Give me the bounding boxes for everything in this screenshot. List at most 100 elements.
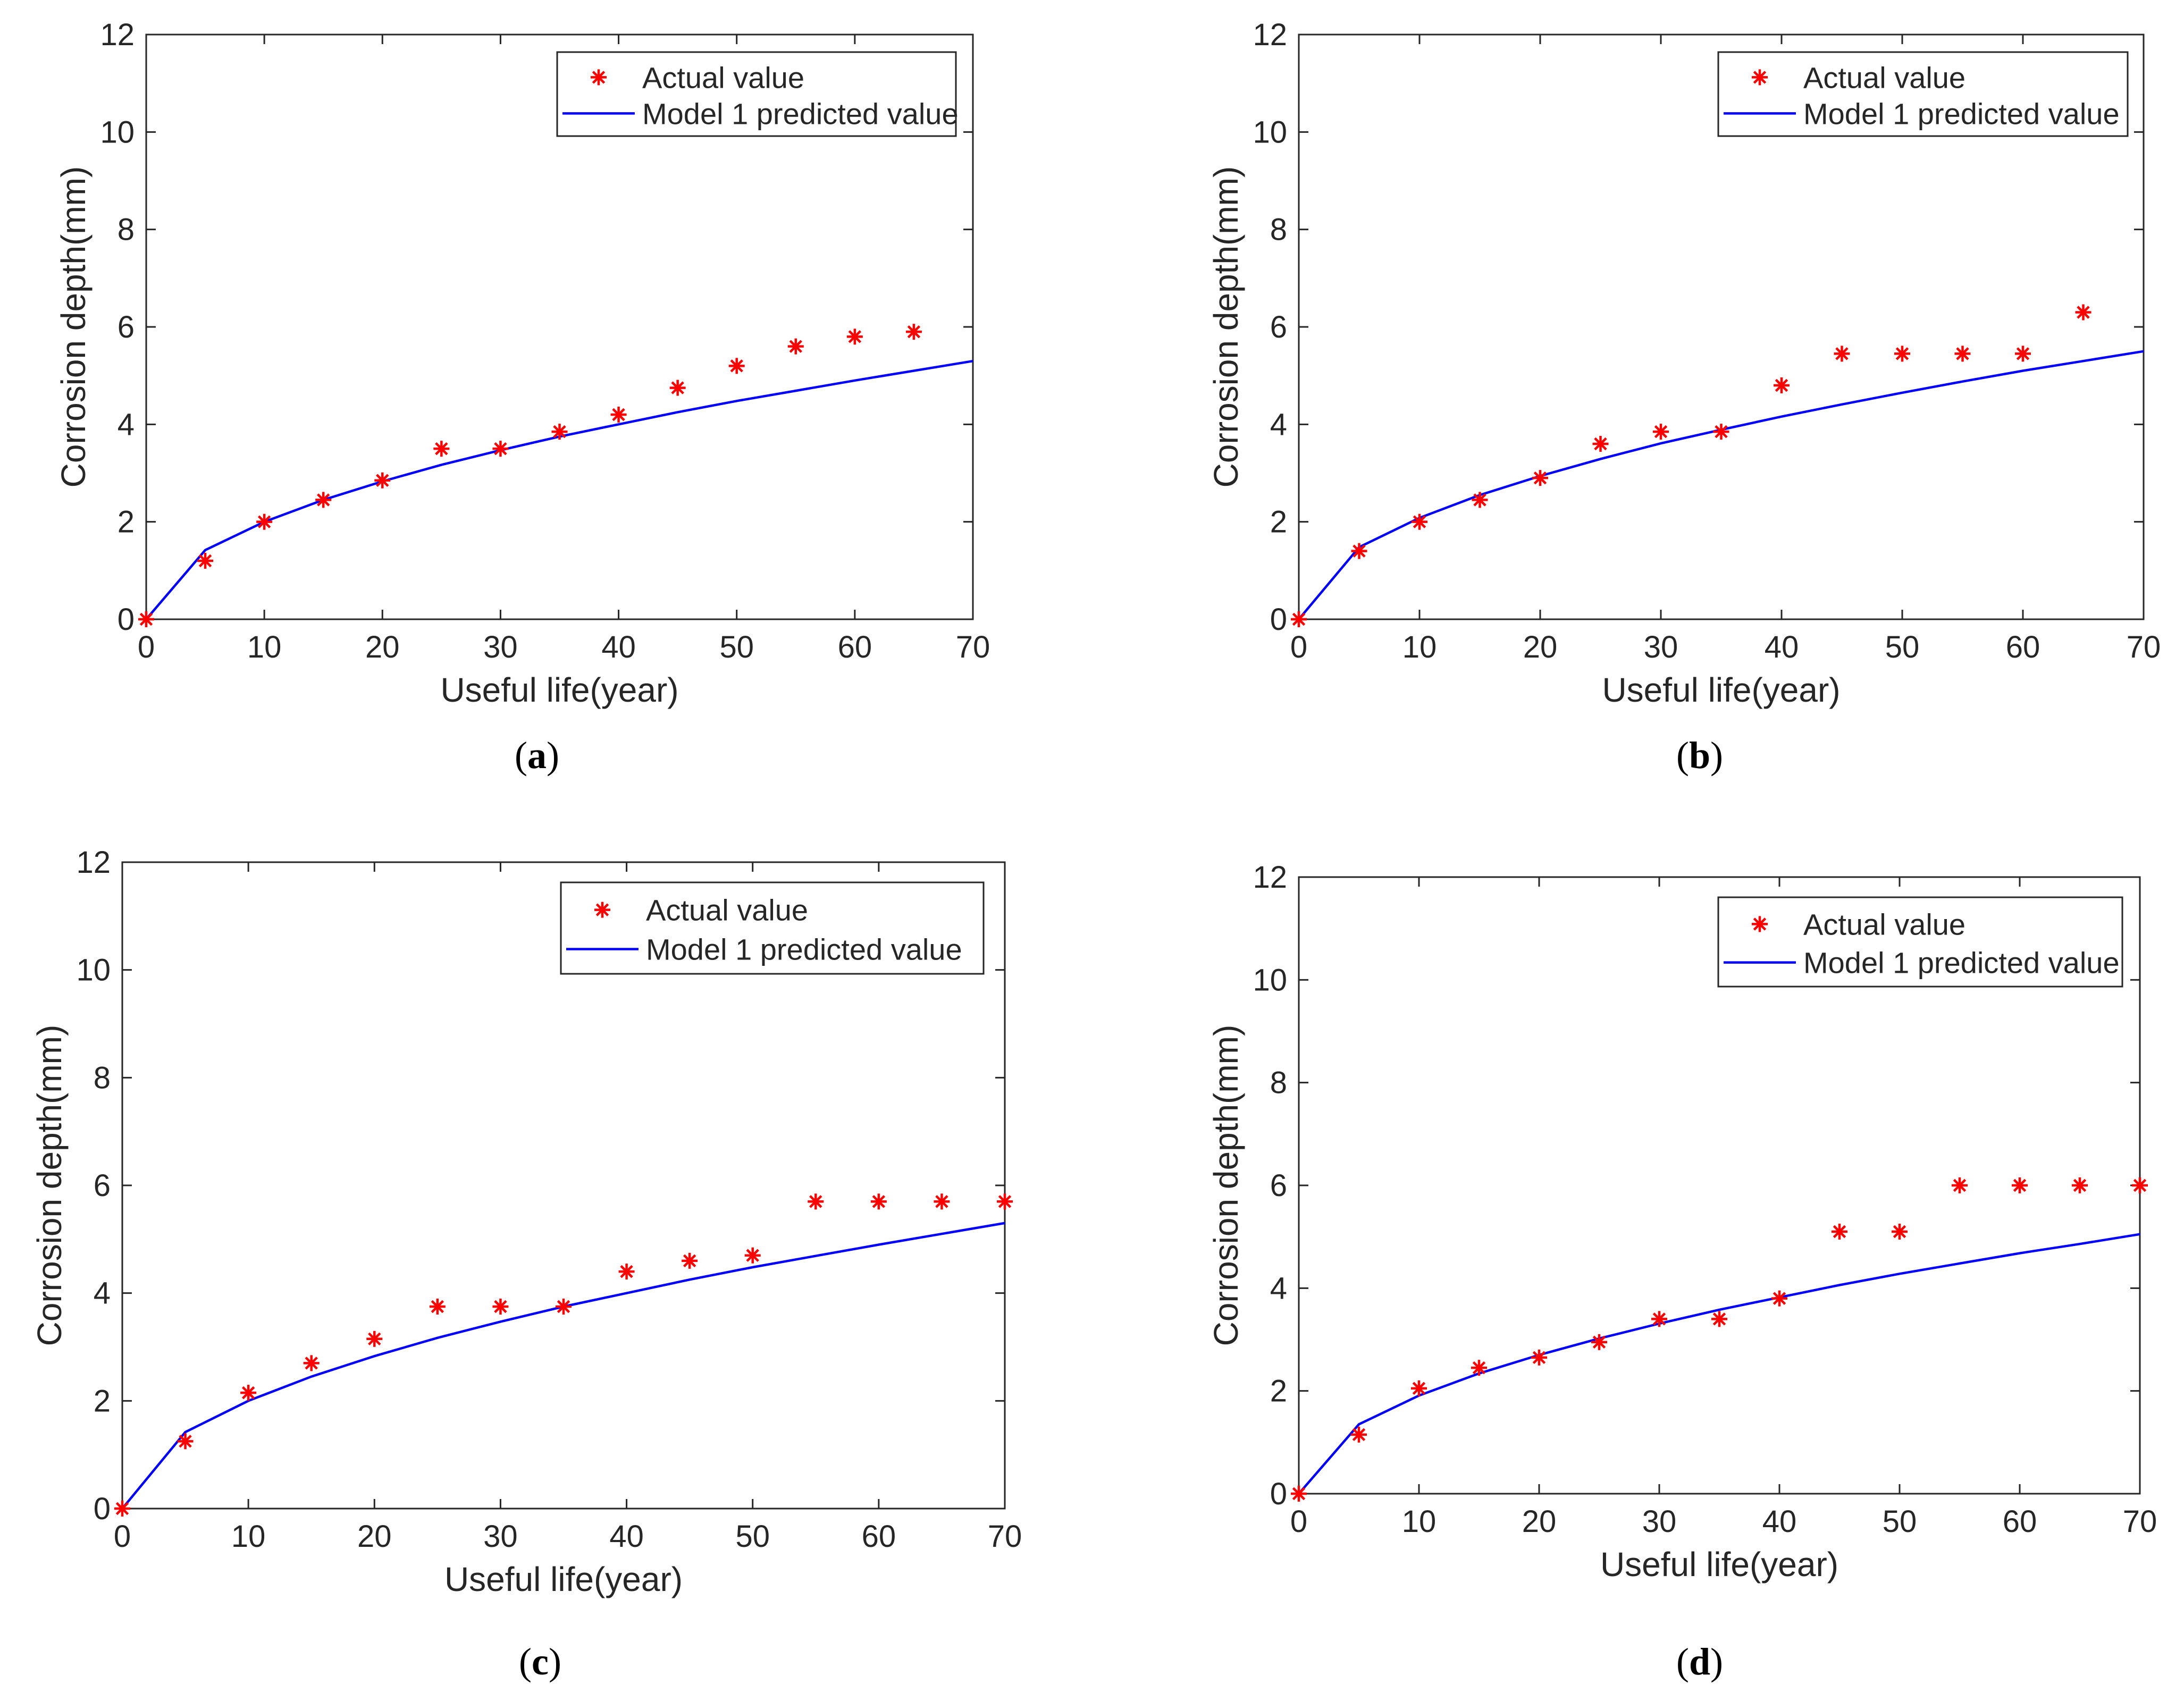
legend-entry-actual-value: Actual value [1803,61,1965,94]
x-tick-label: 0 [114,1519,131,1554]
legend-entry-model-predicted: Model 1 predicted value [642,97,959,130]
y-tick-label: 12 [1253,860,1287,895]
x-tick-label: 30 [1642,1504,1677,1539]
chart-panel-c: 0 10 20 30 40 50 60 70 0 2 4 6 8 10 12 Useful life(year… [30,845,1022,1683]
data-point-actual-value [669,380,686,396]
data-point-actual-value [934,1193,950,1210]
data-point-actual-value [1651,1311,1667,1327]
data-point-actual-value [1291,1486,1307,1502]
data-point-actual-value [366,1331,383,1347]
series-line-model-1-predicted-value [1298,1233,2140,1495]
data-point-actual-value [1531,1349,1547,1366]
x-axis-label: Useful life(year) [1602,671,1840,709]
data-point-actual-value [1653,424,1669,440]
panel-caption: (d) [1676,1640,1723,1683]
x-tick-label: 10 [231,1519,266,1554]
data-point-actual-value [240,1385,257,1401]
y-tick-label: 0 [1270,602,1287,637]
y-tick-label: 10 [100,115,135,149]
legend-entry-model-predicted: Model 1 predicted value [1803,946,2120,980]
data-point-actual-value [1832,1224,1847,1240]
data-point-actual-value [1894,346,1910,362]
data-point-actual-value [846,329,863,345]
data-point-actual-value [610,407,627,423]
data-point-actual-value [303,1355,320,1371]
data-point-actual-value [808,1193,824,1210]
legend-asterisk-marker [1752,69,1768,86]
data-point-actual-value [1472,492,1488,508]
y-tick-label: 10 [1253,963,1287,997]
y-tick-label: 8 [1270,1066,1287,1100]
data-point-actual-value [2075,304,2091,321]
legend-asterisk-marker [591,69,607,86]
legend-entry-actual-value: Actual value [646,894,808,927]
data-point-actual-value [1711,1311,1727,1327]
data-point-actual-value [256,513,273,530]
legend-box [1717,51,2129,137]
x-tick-label: 10 [1402,1504,1437,1539]
data-point-actual-value [2012,1177,2028,1193]
panel-caption: (b) [1676,734,1723,777]
legend-box [556,51,957,137]
data-point-actual-value [429,1299,446,1315]
y-axis-label: Corrosion depth(mm) [54,166,93,488]
x-tick-label: 30 [1644,630,1678,664]
y-axis-label: Corrosion depth(mm) [30,1025,69,1346]
y-tick-label: 6 [1270,1168,1287,1203]
data-point-actual-value [374,472,391,489]
data-point-actual-value [905,324,922,340]
x-tick-label: 10 [247,630,282,664]
y-tick-label: 4 [1270,1271,1287,1306]
legend-asterisk-marker [1752,916,1768,932]
x-tick-label: 60 [2003,1504,2037,1539]
x-tick-label: 40 [1765,630,1799,664]
x-tick-label: 60 [2006,630,2040,664]
data-point-actual-value [492,441,509,457]
y-tick-label: 6 [94,1168,111,1203]
x-axis-label: Useful life(year) [440,671,678,709]
x-tick-label: 50 [719,630,754,664]
data-point-actual-value [315,492,332,508]
data-point-actual-value [1412,513,1427,530]
x-tick-label: 0 [1290,630,1307,664]
legend-entry-actual-value: Actual value [1803,907,1965,941]
y-tick-label: 8 [94,1060,111,1095]
legend-entry-model-predicted: Model 1 predicted value [1803,97,2120,130]
y-tick-label: 12 [100,18,135,52]
x-tick-label: 60 [838,630,872,664]
legend-box [560,881,985,975]
data-point-actual-value [728,358,745,374]
y-tick-label: 0 [94,1492,111,1526]
data-point-actual-value [1771,1290,1787,1307]
x-tick-label: 20 [1522,1504,1557,1539]
data-point-actual-value [1471,1360,1487,1376]
data-point-actual-value [997,1193,1013,1210]
x-tick-label: 60 [862,1519,896,1554]
y-tick-label: 6 [117,310,135,344]
y-axis-label: Corrosion depth(mm) [1207,1025,1245,1346]
data-point-actual-value [1834,346,1850,362]
data-point-actual-value [551,424,568,440]
y-tick-label: 2 [117,505,135,540]
data-point-actual-value [870,1193,887,1210]
x-tick-label: 70 [988,1519,1022,1554]
y-axis-label: Corrosion depth(mm) [1207,166,1245,488]
data-point-actual-value [787,338,804,355]
x-tick-label: 20 [1523,630,1558,664]
legend-entry-actual-value: Actual value [642,61,804,94]
panel-caption: (c) [519,1640,561,1683]
legend: Actual value Model 1 predicted value [1717,896,2123,988]
data-point-actual-value [1592,436,1609,452]
x-axis-label: Useful life(year) [1600,1545,1838,1584]
data-point-actual-value [618,1264,635,1280]
chart-panel-d: 0 10 20 30 40 50 60 70 0 2 4 6 8 10 12 Useful life(year… [1207,860,2157,1683]
x-tick-label: 30 [483,630,518,664]
y-tick-label: 12 [1253,18,1287,52]
y-tick-label: 10 [76,953,111,988]
x-tick-label: 30 [483,1519,518,1554]
y-tick-label: 2 [1270,1374,1287,1409]
data-point-actual-value [1411,1380,1427,1396]
x-axis-label: Useful life(year) [444,1560,683,1598]
